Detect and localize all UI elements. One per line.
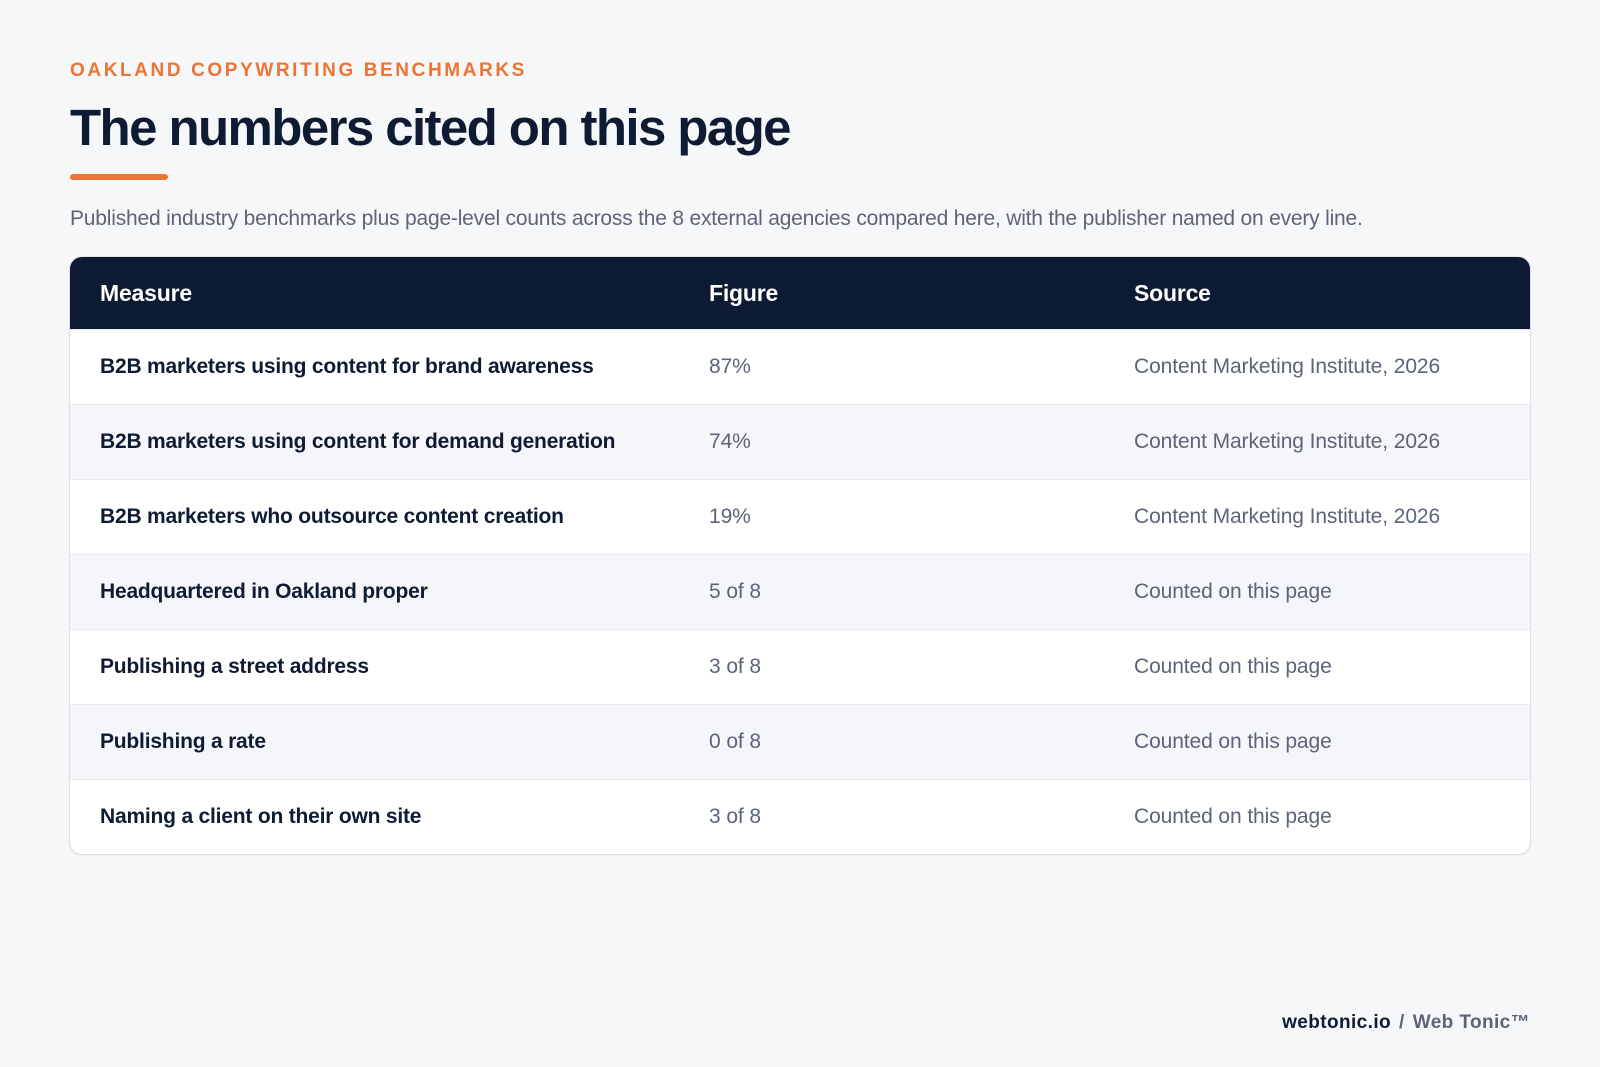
source-cell: Counted on this page: [1134, 805, 1332, 828]
footer-credit: webtonic.io / Web Tonic™: [1282, 1012, 1530, 1034]
table-row: Publishing a rate 0 of 8 Counted on this…: [70, 704, 1530, 779]
figure-cell: 19%: [709, 505, 751, 528]
eyebrow-label: OAKLAND COPYWRITING BENCHMARKS: [70, 60, 527, 81]
table-row: Naming a client on their own site 3 of 8…: [70, 779, 1530, 854]
page: OAKLAND COPYWRITING BENCHMARKS The numbe…: [70, 58, 1530, 854]
measure-cell: Publishing a street address: [100, 655, 369, 678]
figure-cell: 3 of 8: [709, 655, 761, 678]
table-row: B2B marketers using content for demand g…: [70, 404, 1530, 479]
figure-cell: 3 of 8: [709, 805, 761, 828]
page-subtitle: Published industry benchmarks plus page-…: [70, 207, 1363, 230]
figure-cell: 0 of 8: [709, 730, 761, 753]
table-row: Publishing a street address 3 of 8 Count…: [70, 629, 1530, 704]
source-cell: Content Marketing Institute, 2026: [1134, 355, 1441, 378]
benchmarks-table: Measure Figure Source B2B marketers usin…: [70, 257, 1530, 854]
column-header-figure: Figure: [709, 279, 779, 306]
measure-cell: Headquartered in Oakland proper: [100, 580, 428, 603]
measure-cell: B2B marketers using content for demand g…: [100, 430, 616, 453]
footer-domain: webtonic.io: [1282, 1012, 1392, 1033]
source-cell: Counted on this page: [1134, 580, 1332, 603]
figure-cell: 5 of 8: [709, 580, 761, 603]
measure-cell: Naming a client on their own site: [100, 805, 422, 828]
measure-cell: Publishing a rate: [100, 730, 266, 753]
source-cell: Counted on this page: [1134, 655, 1332, 678]
table-row: Headquartered in Oakland proper 5 of 8 C…: [70, 554, 1530, 629]
title-underline: [70, 174, 168, 180]
table-header: Measure Figure Source: [70, 257, 1530, 329]
column-header-source: Source: [1134, 279, 1211, 306]
page-title: The numbers cited on this page: [70, 99, 792, 156]
table-row: B2B marketers using content for brand aw…: [70, 329, 1530, 404]
footer-brand: Web Tonic™: [1412, 1012, 1530, 1033]
source-cell: Content Marketing Institute, 2026: [1134, 430, 1441, 453]
source-cell: Counted on this page: [1134, 730, 1332, 753]
figure-cell: 74%: [709, 430, 751, 453]
measure-cell: B2B marketers using content for brand aw…: [100, 355, 594, 378]
column-header-measure: Measure: [100, 279, 192, 306]
table-row: B2B marketers who outsource content crea…: [70, 479, 1530, 554]
footer-separator: /: [1399, 1012, 1405, 1033]
figure-cell: 87%: [709, 355, 751, 378]
source-cell: Content Marketing Institute, 2026: [1134, 505, 1441, 528]
measure-cell: B2B marketers who outsource content crea…: [100, 505, 564, 528]
